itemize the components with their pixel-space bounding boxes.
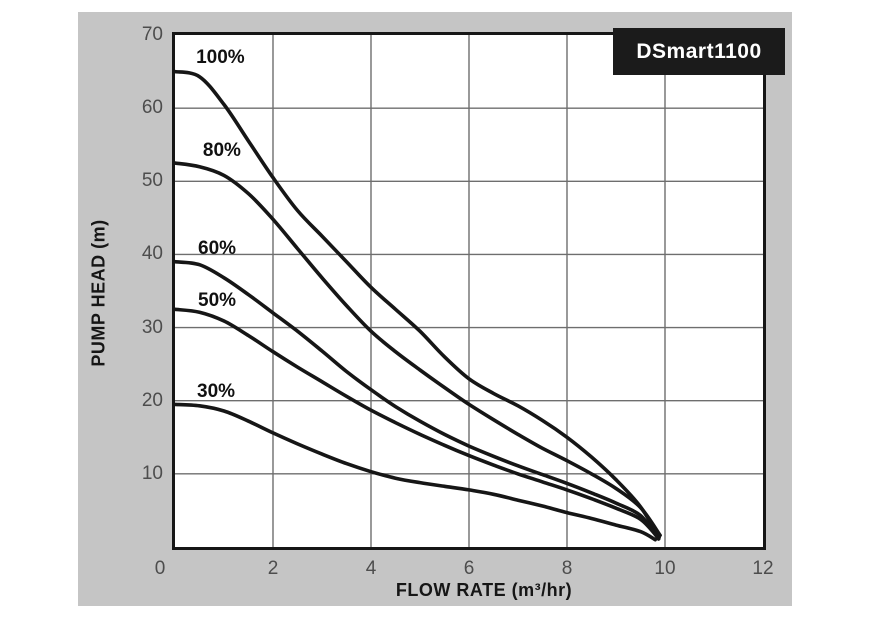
chart-panel: PUMP HEAD (m) 10 20 30 40 50 60 70 100% 80% 60% 5… xyxy=(78,12,792,606)
curve-30-percent xyxy=(175,402,657,542)
x-tick-label-10: 10 xyxy=(654,558,676,579)
y-tick-label-50: 50 xyxy=(141,170,163,192)
curve-100-percent xyxy=(175,69,661,540)
curve-50-percent xyxy=(175,307,659,539)
curve-label-80-percent: 80% xyxy=(202,139,241,161)
x-tick-label-0: 0 xyxy=(154,558,166,579)
y-tick-label-40: 40 xyxy=(141,243,163,265)
pump-curves-chart xyxy=(175,35,763,547)
y-tick-label-30: 30 xyxy=(141,316,163,338)
x-tick-label-2: 2 xyxy=(267,558,279,579)
model-badge: DSmart1100 xyxy=(613,28,785,75)
y-tick-label-60: 60 xyxy=(141,97,163,119)
plot-area: 100% 80% 60% 50% 30% xyxy=(172,32,766,550)
curve-label-30-percent: 30% xyxy=(197,380,236,402)
curve-60-percent xyxy=(175,259,661,541)
x-tick-label-4: 4 xyxy=(365,558,377,579)
y-axis-title: PUMP HEAD (m) xyxy=(88,219,109,367)
y-tick-label-20: 20 xyxy=(141,389,163,411)
x-tick-label-12: 12 xyxy=(752,558,774,579)
x-axis-title: FLOW RATE (m³/hr) xyxy=(395,580,573,600)
x-tick-label-8: 8 xyxy=(561,558,573,579)
curve-80-percent xyxy=(175,161,662,538)
x-tick-label-6: 6 xyxy=(463,558,475,579)
y-tick-label-70: 70 xyxy=(141,24,163,45)
curve-label-100-percent: 100% xyxy=(196,46,245,68)
curve-label-60-percent: 60% xyxy=(198,237,237,259)
y-tick-label-10: 10 xyxy=(141,462,163,484)
curve-label-50-percent: 50% xyxy=(198,290,237,312)
